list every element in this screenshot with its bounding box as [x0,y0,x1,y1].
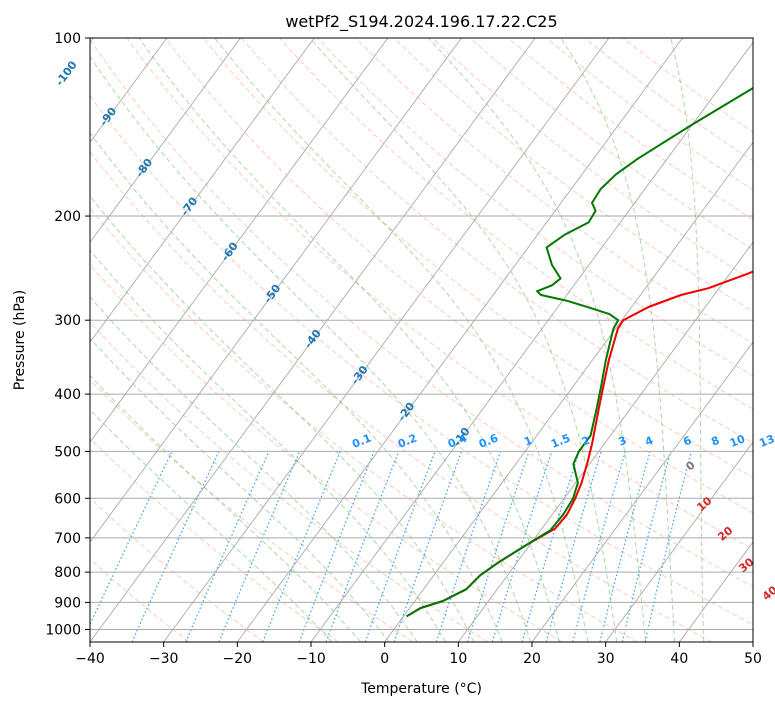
mixing-ratio-line [572,451,626,642]
dry-adiabat [90,437,339,642]
mixing-ratio-line [545,451,602,642]
moist-adiabat [560,38,676,642]
x-tick-label: 40 [670,651,688,667]
y-tick-label: 500 [54,444,81,460]
y-tick-label: 300 [54,313,81,329]
moist-adiabat [90,296,418,642]
mixing-ratio-label: 1 [522,434,534,449]
dry-adiabat [90,207,638,642]
dry-adiabat [126,38,753,550]
x-tick-label: 50 [744,651,762,667]
mixing-ratio-line [599,451,651,642]
moist-adiabat [90,132,503,642]
isotherm-line [90,38,241,243]
y-tick-label: 1000 [45,622,81,638]
isotherm-line [310,41,753,642]
moist-adiabat [138,38,560,642]
dry-adiabat [355,38,753,344]
mixing-ratio-label: 10 [728,432,747,450]
isotherm-line [531,341,753,642]
dry-adiabat [469,38,753,251]
isotherm-line [236,38,683,642]
mixing-ratio-line [621,451,672,642]
mixing-ratio-line [298,451,375,642]
x-tick-label: 30 [597,651,615,667]
x-tick-label: −20 [223,651,253,667]
dry-adiabat [584,38,753,162]
mixing-ratio-line [364,451,436,642]
dry-adiabat [90,264,563,642]
y-tick-label: 100 [54,31,81,47]
chart-title: wetPf2_S194.2024.196.17.22.C25 [285,12,557,32]
moist-adiabat [90,195,475,642]
mixing-ratio-line [435,451,502,642]
y-axis: 100 200 300 400 500 600 700 800 900 1000 [45,31,90,638]
isotherm-line [752,641,753,642]
dry-adiabat [90,379,414,642]
x-tick-label: 10 [449,651,467,667]
moist-adiabat [428,38,647,642]
x-axis: −40 −30 −20 −10 0 10 20 30 40 50 [75,642,762,667]
mixing-ratio-label: 2 [580,434,592,449]
moist-adiabat [214,38,589,642]
isotherm-line [90,38,536,642]
mixing-ratio-line [218,451,301,642]
moist-adiabat [90,409,333,642]
dry-adiabat [164,38,753,514]
moist-adiabat-label: 40 [760,583,775,603]
y-tick-label: 200 [54,209,81,225]
isotherm-line [90,38,462,543]
background-lines [90,38,753,642]
isotherm-line [90,38,389,443]
dry-adiabat [545,38,753,191]
isotherm-line [605,441,753,642]
mixing-ratio-line [491,451,553,642]
mixing-ratio-label: 13 [757,432,775,450]
sounding-series [406,86,753,618]
moist-adiabat [90,249,446,642]
x-tick-label: −30 [149,651,179,667]
x-axis-label: Temperature (°C) [360,681,482,697]
x-tick-label: −10 [296,651,326,667]
mixing-ratio-line [262,451,341,642]
y-tick-label: 800 [54,565,81,581]
y-tick-label: 600 [54,491,81,507]
x-tick-label: 20 [523,651,541,667]
dry-adiabat [278,38,753,410]
mixing-ratio-line [521,451,580,642]
y-tick-label: 400 [54,387,81,403]
dewpoint-profile [406,86,753,618]
y-axis-label: Pressure (hPa) [12,290,28,390]
dry-adiabat [240,38,753,444]
moist-adiabat [670,38,705,642]
dry-adiabat [90,94,753,626]
isotherm-label: -100 [53,58,80,88]
plot-frame [89,37,754,643]
plot-background [90,38,753,642]
x-tick-label: −40 [75,651,105,667]
x-tick-label: 0 [380,651,389,667]
dry-adiabat [90,497,264,642]
pressure-grid [90,38,753,630]
mixing-ratio-line [466,451,530,642]
dry-adiabat [431,38,753,281]
isotherm-line [163,38,610,642]
mixing-ratio-label: 8 [709,434,721,449]
mixing-ratio-line [185,451,270,642]
isotherm-line [384,141,753,642]
isotherm-line [90,38,168,144]
y-tick-label: 700 [54,531,81,547]
y-tick-label: 900 [54,595,81,611]
mixing-ratio-label: 3 [617,434,629,449]
dry-adiabat [202,38,753,479]
mixing-ratio-line [325,451,400,642]
isotherm-line [90,38,315,343]
